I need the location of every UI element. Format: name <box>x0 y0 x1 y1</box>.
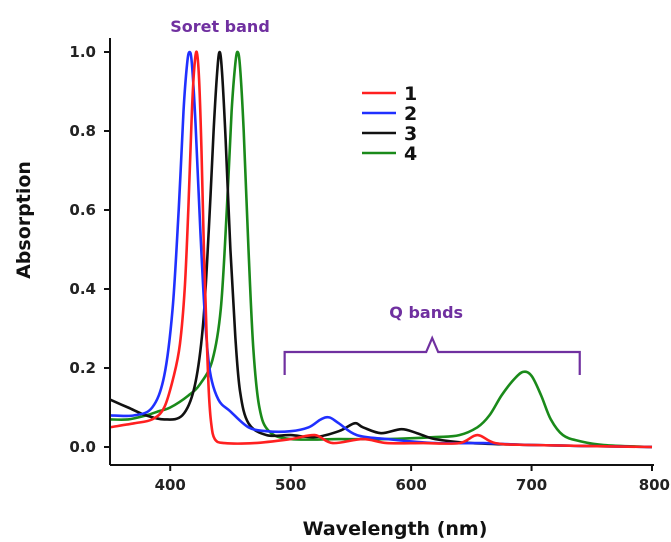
q-bands-annotation: Q bands <box>389 303 463 322</box>
soret-band-annotation: Soret band <box>170 17 270 36</box>
legend-label-2: 2 <box>404 103 417 125</box>
legend-label-4: 4 <box>404 143 417 165</box>
series-layer <box>109 50 653 449</box>
x-tick-label: 800 <box>639 476 670 494</box>
series-1-line <box>109 50 653 449</box>
x-tick-label: 500 <box>275 476 306 494</box>
series-3-line <box>109 50 653 449</box>
y-tick-label: 0.6 <box>69 201 96 219</box>
x-tick-label: 400 <box>155 476 186 494</box>
y-tick-label: 0.0 <box>69 438 96 456</box>
y-tick-label: 1.0 <box>69 43 96 61</box>
series-4-line <box>109 50 653 449</box>
y-tick-label: 0.4 <box>69 280 96 298</box>
q-bands-bracket <box>283 335 581 375</box>
x-tick-label: 700 <box>516 476 547 494</box>
x-axis-title: Wavelength (nm) <box>303 518 488 540</box>
y-tick-label: 0.2 <box>69 359 96 377</box>
legend-label-1: 1 <box>404 83 417 105</box>
series-2-line <box>109 50 653 449</box>
y-axis-title: Absorption <box>13 161 35 279</box>
x-axis-ticks: 400 500 600 700 800 <box>155 465 670 494</box>
y-axis-ticks: 0.0 0.2 0.4 0.6 0.8 1.0 <box>69 43 110 456</box>
x-tick-label: 600 <box>395 476 426 494</box>
y-tick-label: 0.8 <box>69 122 96 140</box>
legend-label-3: 3 <box>404 123 417 145</box>
